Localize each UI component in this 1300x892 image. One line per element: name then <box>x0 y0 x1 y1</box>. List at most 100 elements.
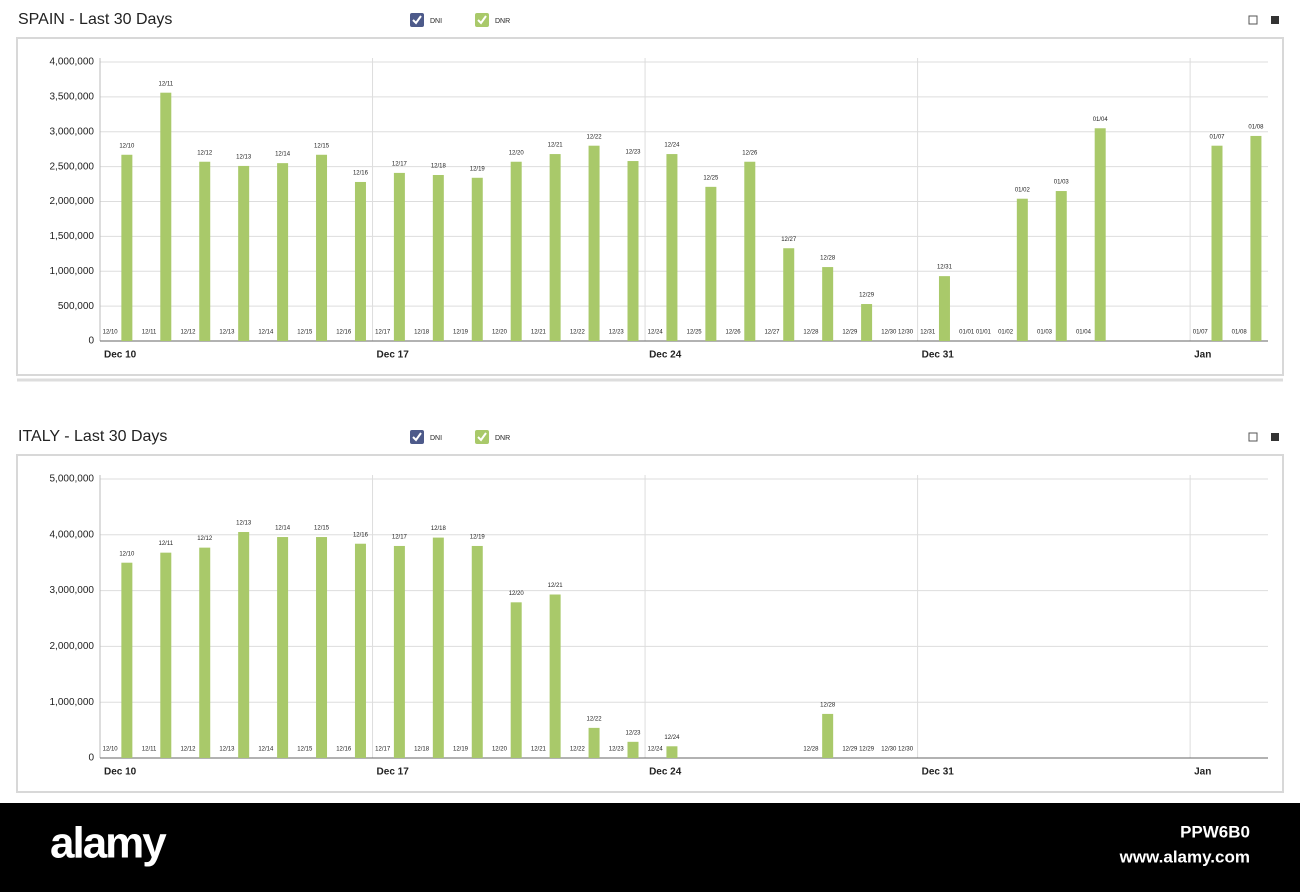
bar-label: 12/24 <box>664 143 680 149</box>
bar-label: 12/11 <box>142 330 157 336</box>
legend-check <box>412 15 422 25</box>
bar-label: 12/20 <box>492 330 508 336</box>
bar-label: 01/04 <box>1093 117 1109 123</box>
bar-label: 12/18 <box>414 330 430 336</box>
bar <box>938 276 950 341</box>
bar <box>277 163 289 341</box>
bar-label: 12/20 <box>492 747 508 753</box>
bar-label: 12/25 <box>687 330 703 336</box>
watermark-bar <box>0 803 1300 892</box>
bar-label: 12/22 <box>587 716 603 722</box>
bar-label: 12/19 <box>470 166 486 172</box>
bar-label: 12/28 <box>803 747 819 753</box>
bar-label: 12/29 <box>842 747 858 753</box>
bar-label: 12/17 <box>375 330 391 336</box>
x-tick-label: Dec 31 <box>922 350 955 361</box>
x-tick-label: Jan <box>1194 767 1211 778</box>
bar <box>666 154 678 341</box>
bar-label: 12/21 <box>548 143 564 149</box>
bar-label: 12/16 <box>353 171 369 177</box>
bar <box>471 177 483 341</box>
bar-label: 12/25 <box>703 175 719 181</box>
bar <box>199 161 211 341</box>
bar <box>316 154 328 341</box>
bar-label: 12/22 <box>570 747 586 753</box>
bar-label: 12/17 <box>375 747 391 753</box>
bar <box>744 161 756 341</box>
bar-label: 12/23 <box>609 330 625 336</box>
bar-label: 12/16 <box>353 532 369 538</box>
bar-label: 01/07 <box>1193 330 1209 336</box>
bar <box>121 562 133 758</box>
panel-frame <box>16 454 1284 793</box>
legend-label[interactable]: DNR <box>495 435 510 442</box>
bar <box>822 267 834 341</box>
bar-label: 12/30 <box>898 747 914 753</box>
bar-label: 01/02 <box>1015 187 1031 193</box>
legend-label[interactable]: DNI <box>430 18 442 25</box>
panel-frame <box>16 37 1284 376</box>
bar-label: 12/24 <box>664 735 680 741</box>
panel-title: ITALY - Last 30 Days <box>18 428 167 445</box>
bar-label: 12/16 <box>336 330 352 336</box>
bar-label: 12/19 <box>470 535 486 541</box>
bar-label: 12/15 <box>297 330 313 336</box>
y-tick-label: 0 <box>88 336 94 347</box>
y-tick-label: 1,500,000 <box>50 231 95 242</box>
watermark-id: PPW6B0 <box>1180 822 1250 841</box>
bar-label: 12/13 <box>236 521 252 527</box>
bar <box>121 154 133 341</box>
bar-label: 12/18 <box>431 526 447 532</box>
y-tick-label: 5,000,000 <box>50 474 95 485</box>
bar <box>549 154 561 341</box>
bar-label: 12/24 <box>648 330 664 336</box>
x-tick-label: Dec 10 <box>104 350 137 361</box>
expand-icon <box>1248 15 1258 25</box>
bar-label: 12/29 <box>859 293 875 299</box>
bar-label: 12/21 <box>531 330 547 336</box>
y-tick-label: 4,000,000 <box>50 529 95 540</box>
panel-title: SPAIN - Last 30 Days <box>18 11 172 28</box>
bar-label: 12/31 <box>920 330 936 336</box>
bar-label: 12/12 <box>180 747 196 753</box>
y-tick-label: 2,000,000 <box>50 641 95 652</box>
bar-label: 12/22 <box>570 330 586 336</box>
bar-label: 12/11 <box>159 81 174 87</box>
legend-label[interactable]: DNI <box>430 435 442 442</box>
bar <box>783 248 795 341</box>
x-tick-label: Dec 24 <box>649 767 682 778</box>
bar <box>160 92 172 341</box>
bar-label: 12/23 <box>609 747 625 753</box>
bar-label: 12/10 <box>103 330 119 336</box>
legend-check <box>412 432 422 442</box>
bar-label: 12/23 <box>625 150 641 156</box>
bar-label: 12/14 <box>258 747 274 753</box>
y-tick-label: 3,000,000 <box>50 126 95 137</box>
bar-label: 12/18 <box>431 164 447 170</box>
legend-check <box>477 432 487 442</box>
bar <box>316 537 328 758</box>
bar-label: 01/08 <box>1232 330 1248 336</box>
expand-icon <box>1248 432 1258 442</box>
bar-label: 12/23 <box>625 730 641 736</box>
y-tick-label: 2,000,000 <box>50 196 95 207</box>
bar <box>432 537 444 758</box>
watermark-url: www.alamy.com <box>1119 847 1250 866</box>
legend-label[interactable]: DNR <box>495 18 510 25</box>
watermark-brand: alamy <box>50 819 167 868</box>
x-tick-label: Dec 17 <box>377 350 410 361</box>
bar-label: 01/02 <box>998 330 1014 336</box>
bar-label: 01/03 <box>1037 330 1053 336</box>
y-tick-label: 1,000,000 <box>50 697 95 708</box>
y-tick-label: 3,500,000 <box>50 92 95 103</box>
bar-label: 12/19 <box>453 330 469 336</box>
bar-label: 12/20 <box>509 591 525 597</box>
bar-label: 01/01 <box>959 330 975 336</box>
bar-label: 12/10 <box>119 143 135 149</box>
bar-label: 12/12 <box>180 330 196 336</box>
y-tick-label: 4,000,000 <box>50 57 95 68</box>
bar <box>393 172 405 341</box>
y-tick-label: 1,000,000 <box>50 266 95 277</box>
bar <box>1055 191 1067 341</box>
